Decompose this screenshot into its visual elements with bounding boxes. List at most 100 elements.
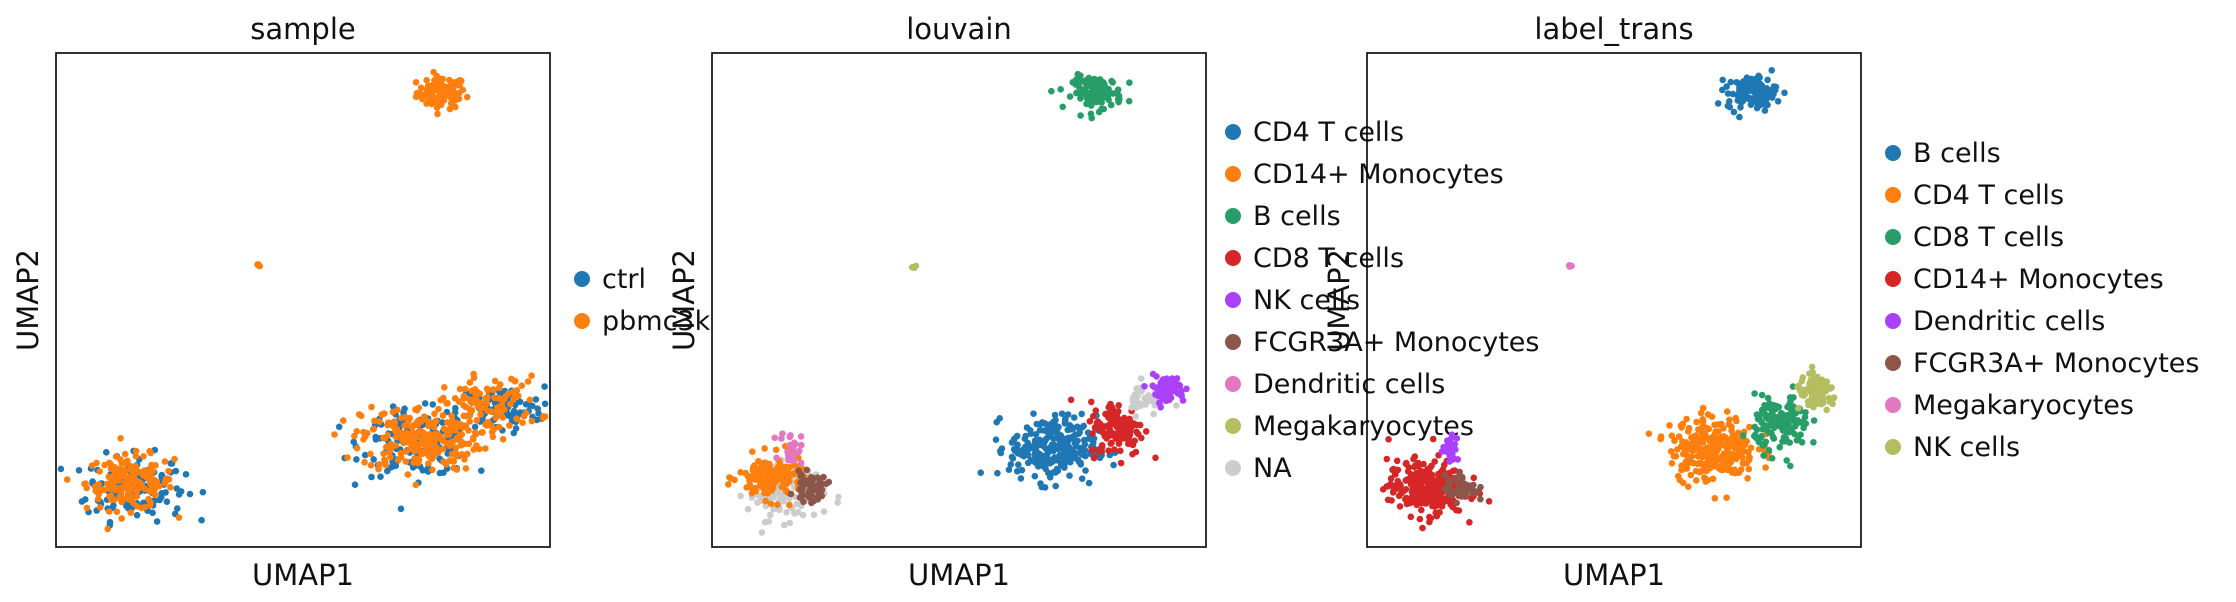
point-cd14-monocytes [755,457,762,465]
point-cd4-t-cells [1724,450,1731,458]
point-cd8-t-cells [1797,431,1804,439]
point-cd8-t-cells [1769,404,1777,412]
point-pbmc3k [107,479,114,487]
point-na [799,511,807,519]
point-cd14-monocytes [762,497,769,505]
point-cd8-t-cells [1759,407,1767,415]
point-cd8-t-cells [1762,438,1770,446]
point-cd4-t-cells [1699,439,1707,446]
point-cd14-monocytes [1393,457,1401,465]
point-cd8-t-cells [1769,433,1777,441]
point-cd4-t-cells [1737,466,1745,473]
point-b-cells [1100,79,1107,86]
point-dendritic-cells [785,454,792,461]
legend-label: Megakaryocytes [1253,411,1474,442]
point-ctrl [158,490,165,497]
point-pbmc3k [411,447,419,455]
point-cd4-t-cells [1746,423,1753,431]
point-cd4-t-cells [1057,458,1064,465]
point-cd4-t-cells [1053,443,1061,450]
point-pbmc3k [424,90,431,98]
point-pbmc3k [432,417,440,425]
point-cd4-t-cells [1712,455,1720,462]
point-b-cells [1774,98,1782,105]
point-ctrl [199,488,207,496]
point-ctrl [167,460,175,467]
point-cd14-monocytes [772,446,780,454]
point-fcgr3a-monocytes [795,467,802,475]
point-fcgr3a-monocytes [1446,492,1453,499]
point-na [762,502,770,510]
point-cd4-t-cells [1703,467,1711,475]
point-pbmc3k [397,449,405,457]
point-pbmc3k [479,429,486,436]
point-cd14-monocytes [1436,509,1443,516]
point-cd14-monocytes [755,467,763,474]
point-pbmc3k [165,467,172,475]
point-pbmc3k [442,461,450,468]
point-cd4-t-cells [977,469,984,477]
point-nk-cells [1159,395,1167,403]
legend-marker [1885,145,1901,161]
point-pbmc3k [462,385,469,393]
point-cd8-t-cells [1751,423,1758,431]
point-cd4-t-cells [1739,454,1746,461]
point-cd14-monocytes [1470,474,1478,482]
point-fcgr3a-monocytes [787,490,795,498]
point-b-cells [1083,80,1090,88]
point-pbmc3k [117,465,124,473]
point-b-cells [1770,88,1777,96]
point-cd8-t-cells [1112,430,1120,438]
point-cd4-t-cells [1679,465,1687,473]
point-pbmc3k [425,460,432,467]
point-pbmc3k [434,110,441,118]
point-cd14-monocytes [783,480,790,487]
point-cd14-monocytes [1387,475,1395,482]
point-nk-cells [1830,394,1838,401]
legend-label: pbmc3k [602,306,711,337]
point-pbmc3k [392,427,399,435]
point-nk-cells [1166,396,1173,404]
point-pbmc3k [398,414,405,422]
legend-marker [1225,250,1241,266]
point-pbmc3k [88,462,96,469]
point-b-cells [1764,76,1771,84]
point-pbmc3k [466,412,474,419]
point-cd4-t-cells [1675,433,1683,440]
point-cd14-monocytes [1402,477,1410,484]
point-cd4-t-cells [1082,467,1089,474]
point-ctrl [133,511,141,519]
point-na [1142,401,1149,408]
point-pbmc3k [353,444,361,452]
point-cd4-t-cells [994,469,1001,477]
point-pbmc3k [104,525,111,533]
point-na [1129,395,1137,402]
point-b-cells [1740,88,1747,95]
point-cd14-monocytes [1417,474,1424,482]
point-cd4-t-cells [1743,459,1751,467]
point-pbmc3k [394,456,402,464]
point-cd8-t-cells [1810,439,1817,446]
point-pbmc3k [424,441,431,449]
point-na [820,508,828,515]
point-cd4-t-cells [1055,436,1063,443]
point-cd14-monocytes [750,466,757,474]
point-na [810,511,818,519]
point-nk-cells [1183,385,1190,393]
point-b-cells [1126,79,1133,86]
point-cd4-t-cells [1066,472,1073,480]
point-b-cells [1781,89,1788,97]
point-na [786,519,794,527]
point-cd14-monocytes [774,469,781,476]
point-cd8-t-cells [1092,407,1100,414]
point-cd4-t-cells [1726,416,1733,424]
point-b-cells [1756,80,1764,87]
point-b-cells [1734,79,1741,87]
point-pbmc3k [457,438,465,445]
point-pbmc3k [146,502,154,509]
point-cd8-t-cells [1093,419,1101,427]
point-pbmc3k [360,436,367,443]
point-cd8-t-cells [1798,439,1806,446]
point-cd8-t-cells [1739,432,1747,439]
point-cd8-t-cells [1776,443,1783,451]
